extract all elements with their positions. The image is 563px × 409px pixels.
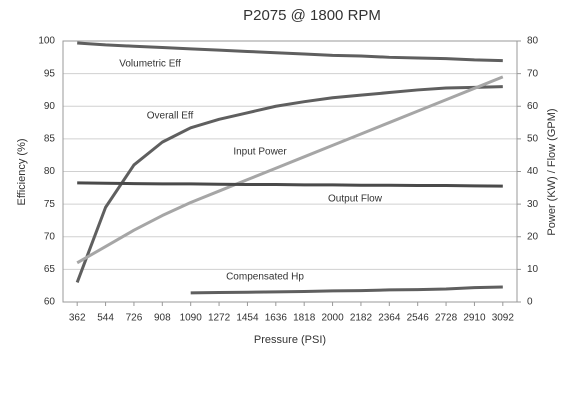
y2-tick-label: 40 bbox=[527, 166, 539, 177]
y-axis-label: Efficiency (%) bbox=[16, 138, 28, 205]
x-tick-label: 726 bbox=[126, 313, 143, 324]
y-tick-label: 70 bbox=[44, 231, 56, 242]
y2-tick-label: 60 bbox=[527, 101, 539, 112]
x-tick-label: 908 bbox=[154, 313, 171, 324]
y2-tick-label: 70 bbox=[527, 68, 539, 79]
series-label: Overall Eff bbox=[147, 111, 194, 122]
series-line bbox=[76, 75, 504, 265]
series-line bbox=[75, 85, 503, 283]
x-tick-label: 3092 bbox=[492, 313, 515, 324]
series-line bbox=[190, 285, 503, 295]
x-tick-label: 1636 bbox=[265, 313, 288, 324]
x-tick-label: 2728 bbox=[435, 313, 458, 324]
x-tick-label: 2364 bbox=[378, 313, 401, 324]
y-tick-label: 85 bbox=[44, 134, 56, 145]
y-tick-label: 95 bbox=[44, 68, 56, 79]
series-label: Output Flow bbox=[328, 194, 383, 205]
x-tick-label: 2910 bbox=[463, 313, 486, 324]
y2-tick-label: 50 bbox=[527, 134, 539, 145]
x-tick-label: 362 bbox=[69, 313, 86, 324]
y2-tick-label: 10 bbox=[527, 264, 539, 275]
x-tick-label: 1272 bbox=[208, 313, 231, 324]
series-line bbox=[77, 41, 503, 63]
y-tick-label: 100 bbox=[38, 36, 55, 47]
y-tick-label: 75 bbox=[44, 199, 56, 210]
series-label: Volumetric Eff bbox=[119, 59, 181, 70]
y2-tick-label: 30 bbox=[527, 199, 539, 210]
x-tick-label: 1090 bbox=[180, 313, 203, 324]
y-tick-label: 65 bbox=[44, 264, 56, 275]
chart-title: P2075 @ 1800 RPM bbox=[243, 7, 381, 24]
x-tick-label: 544 bbox=[97, 313, 114, 324]
y2-tick-label: 0 bbox=[527, 297, 533, 308]
y2-axis-label: Power (KW) / Flow (GPM) bbox=[546, 108, 558, 235]
series-line bbox=[77, 181, 503, 188]
plot-frame bbox=[62, 40, 518, 303]
y-tick-label: 80 bbox=[44, 166, 56, 177]
x-tick-label: 1454 bbox=[236, 313, 259, 324]
x-tick-label: 2546 bbox=[407, 313, 430, 324]
x-tick-label: 2182 bbox=[350, 313, 373, 324]
x-tick-label: 2000 bbox=[321, 313, 344, 324]
y-tick-label: 60 bbox=[44, 297, 56, 308]
y-tick-label: 90 bbox=[44, 101, 56, 112]
series-label: Compensated Hp bbox=[226, 272, 304, 283]
y2-tick-label: 20 bbox=[527, 231, 539, 242]
y2-tick-label: 80 bbox=[527, 36, 539, 47]
x-tick-label: 1818 bbox=[293, 313, 316, 324]
series-label: Input Power bbox=[233, 147, 287, 158]
x-axis-label: Pressure (PSI) bbox=[254, 334, 326, 346]
